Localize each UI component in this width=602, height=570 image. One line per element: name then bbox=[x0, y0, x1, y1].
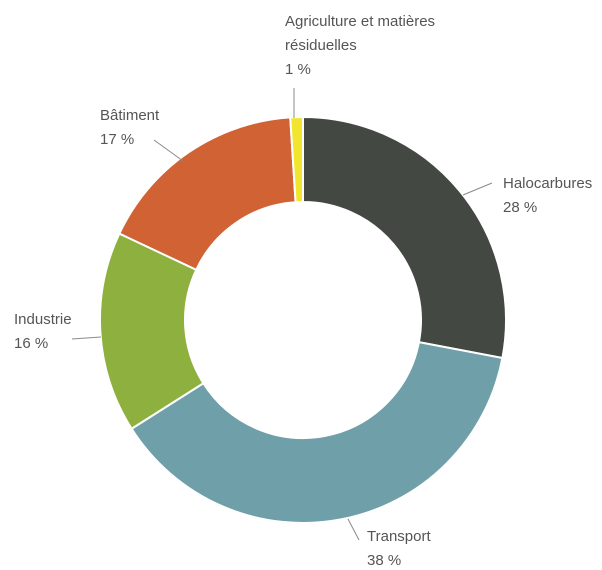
slice-label-transport: Transport bbox=[367, 528, 431, 545]
slice-halocarbures bbox=[302, 115, 507, 360]
slice-label-agriculture-et-matieres-residuelles-line-2: résiduelles bbox=[285, 37, 357, 54]
slice-transport bbox=[130, 340, 504, 524]
slice-value-halocarbures: 28 % bbox=[503, 199, 537, 216]
slice-label-batiment: Bâtiment bbox=[100, 107, 160, 124]
slice-value-agriculture-et-matieres-residuelles: 1 % bbox=[285, 61, 311, 78]
leader-lines bbox=[71, 88, 493, 541]
slice-value-batiment: 17 % bbox=[100, 131, 134, 148]
slices bbox=[99, 115, 507, 524]
slice-label-agriculture-et-matieres-residuelles-line-1: Agriculture et matières bbox=[285, 13, 435, 30]
leader-line-halocarbures bbox=[462, 182, 493, 196]
slice-value-transport: 38 % bbox=[367, 552, 401, 569]
slice-label-halocarbures: Halocarbures bbox=[503, 175, 592, 192]
leader-line-batiment bbox=[153, 139, 184, 162]
slice-value-industrie: 16 % bbox=[14, 335, 48, 352]
slice-labels: Halocarbures 28 % Transport 38 % Industrie 16… bbox=[14, 13, 592, 569]
slice-batiment bbox=[117, 116, 297, 272]
leader-line-industrie bbox=[71, 336, 102, 340]
slice-label-industrie: Industrie bbox=[14, 311, 72, 328]
leader-line-transport bbox=[347, 518, 360, 541]
